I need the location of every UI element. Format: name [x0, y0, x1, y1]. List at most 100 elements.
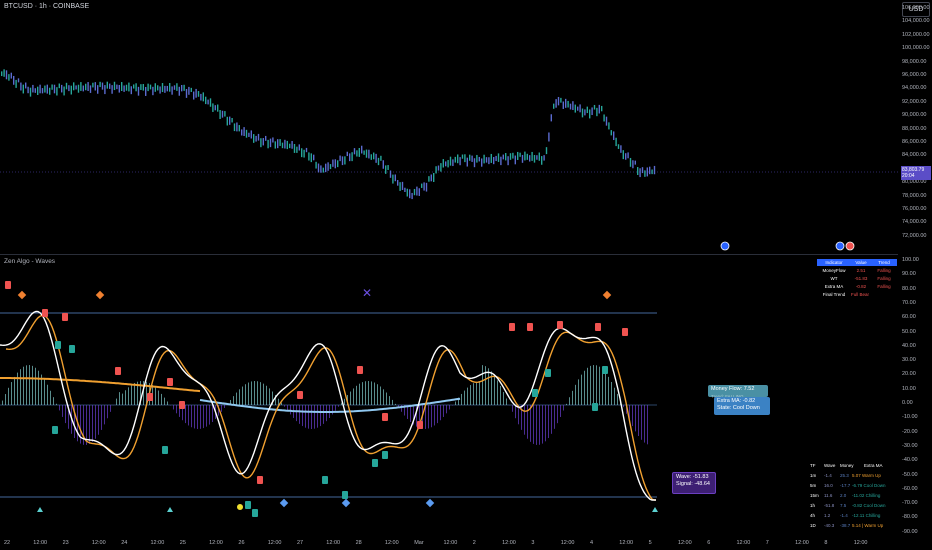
candle	[382, 160, 384, 169]
candle	[310, 153, 312, 163]
pane-divider[interactable]	[0, 254, 898, 255]
event-flag-icon[interactable]	[845, 241, 855, 251]
candle	[538, 152, 540, 161]
indicator-tick-label: 100.00	[902, 257, 919, 263]
histogram-bar	[269, 388, 270, 405]
candle	[289, 143, 291, 149]
histogram-bar	[155, 387, 156, 405]
indicator-chart[interactable]: ✕	[0, 255, 898, 538]
histogram-bar	[302, 405, 303, 427]
dot-marker-icon	[237, 504, 243, 510]
candle	[555, 99, 557, 108]
histogram-bar	[239, 389, 240, 405]
price-tick-label: 94,000.00	[902, 85, 927, 92]
candle	[485, 157, 488, 163]
candle	[327, 162, 329, 171]
candle	[428, 176, 430, 182]
candle	[8, 74, 10, 81]
price-axis[interactable]: 106,000.00 104,000.00 102,000.00 100,000.00…	[899, 0, 932, 254]
indicator-tick-label: -90.00	[902, 528, 918, 535]
candle	[205, 96, 207, 105]
candle	[193, 91, 195, 100]
price-tick-label: 76,000.00	[902, 206, 927, 212]
row-value: -51.83	[854, 275, 868, 281]
candle	[502, 154, 504, 160]
histogram-bar	[629, 405, 630, 421]
candle	[377, 157, 380, 166]
mtf-cell: 1m	[810, 472, 817, 478]
candle	[344, 156, 346, 165]
price-tick-label: 96,000.00	[902, 72, 927, 78]
candle	[166, 85, 168, 92]
indicator-axis[interactable]: 100.00 90.00 80.00 70.00 60.00 50.00 40.00 30.0…	[899, 255, 932, 538]
histogram-bar	[446, 405, 447, 414]
candle	[178, 86, 180, 96]
candle	[574, 104, 576, 113]
candle	[209, 98, 212, 107]
candle	[224, 111, 226, 117]
time-tick-label: 12:00	[209, 540, 223, 546]
candle	[387, 165, 389, 170]
candle	[154, 83, 156, 92]
indicator-pane-label[interactable]: Zen Algo - Waves	[4, 258, 56, 265]
histogram-bar	[116, 398, 117, 405]
mtf-cell: 1D	[810, 522, 816, 528]
chart-title: BTCUSD · 1h · COINBASE	[4, 3, 90, 10]
price-chart[interactable]	[0, 0, 898, 254]
histogram-bar	[455, 401, 456, 405]
state-text: State: Cool Down	[717, 405, 760, 411]
candle	[514, 155, 516, 165]
histogram-bar	[323, 405, 324, 424]
mtf-header-money: Money	[840, 462, 854, 468]
histogram-bar	[23, 366, 24, 405]
histogram-bar	[32, 365, 33, 405]
histogram-bar	[212, 405, 213, 423]
trend-text: Trend: FALLING	[711, 393, 765, 400]
histogram-bar	[632, 405, 633, 427]
mtf-header: TF Wave Money Extra MA	[810, 460, 898, 470]
candle	[207, 99, 209, 105]
candle	[517, 151, 519, 161]
candle	[212, 103, 214, 112]
candle	[164, 85, 166, 93]
mtf-cell: 7.5	[840, 502, 847, 508]
candle	[651, 169, 653, 175]
candle	[80, 82, 82, 91]
candle	[406, 188, 408, 197]
candle	[488, 157, 490, 165]
candle	[41, 88, 44, 94]
candle	[394, 174, 396, 182]
candle	[303, 149, 305, 158]
candle	[68, 85, 70, 92]
time-axis[interactable]: 22 12:00 23 12:00 24 12:00 25 12:00 26 12:00 27 12:…	[0, 538, 898, 550]
histogram-bar	[542, 405, 543, 444]
histogram-bar	[611, 381, 612, 405]
candle	[601, 105, 603, 112]
mtf-row: 5m 16.0 -17.7 -6.79 Cool Down	[810, 480, 898, 490]
candle	[639, 168, 641, 178]
sell-marker-icon	[167, 378, 173, 386]
buy-marker-icon	[69, 345, 75, 353]
histogram-bar	[224, 405, 225, 408]
candle	[94, 82, 96, 91]
event-flag-icon[interactable]	[720, 241, 730, 251]
price-tick-label: 88,000.00	[902, 125, 927, 132]
candlestick-series	[1, 69, 656, 200]
candle	[653, 165, 656, 175]
histogram-bar	[494, 375, 495, 405]
currency-button[interactable]: USD	[902, 2, 930, 17]
histogram-bar	[305, 405, 306, 428]
histogram-bar	[557, 405, 558, 424]
candle	[380, 155, 382, 161]
histogram-bar	[125, 390, 126, 405]
histogram-bar	[134, 382, 135, 405]
candle	[641, 167, 644, 174]
histogram-bar	[260, 382, 261, 405]
event-flag-icon[interactable]	[835, 241, 845, 251]
candle	[550, 114, 552, 122]
candle	[449, 156, 452, 166]
candle	[188, 86, 190, 95]
candle	[233, 123, 236, 132]
histogram-bar	[233, 396, 234, 405]
diamond-marker-icon	[95, 290, 105, 300]
